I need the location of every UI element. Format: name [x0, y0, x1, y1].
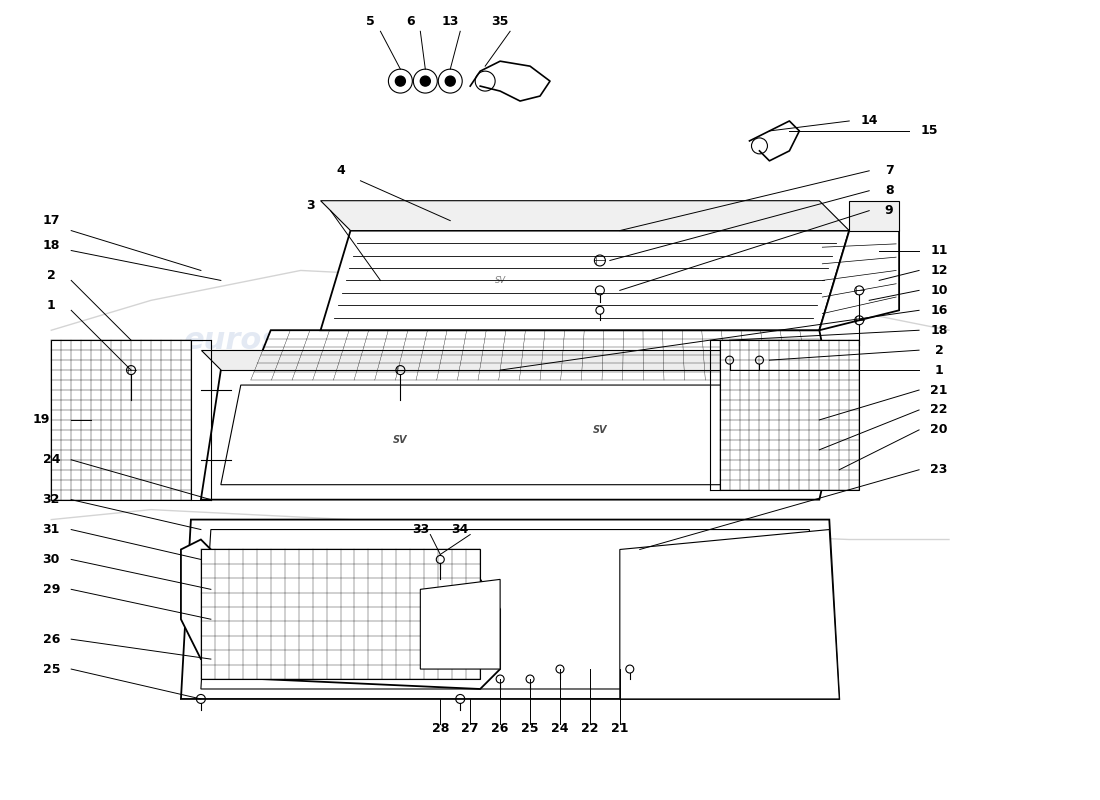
Text: eurospares: eurospares	[185, 605, 377, 634]
Text: eurospares: eurospares	[624, 605, 816, 634]
Text: 12: 12	[931, 264, 948, 277]
Text: 22: 22	[931, 403, 948, 417]
Text: 23: 23	[931, 463, 948, 476]
Text: 6: 6	[406, 15, 415, 28]
Text: eurospares: eurospares	[185, 326, 377, 354]
Text: SV: SV	[495, 276, 506, 285]
Polygon shape	[320, 230, 849, 330]
Text: 24: 24	[43, 454, 60, 466]
Text: 31: 31	[43, 523, 60, 536]
Text: 20: 20	[931, 423, 948, 436]
Polygon shape	[251, 330, 829, 380]
Text: 5: 5	[366, 15, 375, 28]
Text: 26: 26	[492, 722, 509, 735]
Text: 29: 29	[43, 583, 60, 596]
Polygon shape	[420, 579, 500, 669]
Text: 8: 8	[884, 184, 893, 198]
Text: 32: 32	[43, 493, 60, 506]
Bar	[201, 550, 481, 679]
Text: SV: SV	[593, 425, 607, 435]
Text: 13: 13	[441, 15, 459, 28]
Text: 21: 21	[612, 722, 628, 735]
Polygon shape	[180, 539, 500, 689]
Text: 1: 1	[935, 364, 944, 377]
Text: 25: 25	[43, 662, 60, 675]
Text: 11: 11	[931, 244, 948, 257]
Text: 10: 10	[931, 284, 948, 297]
Polygon shape	[180, 519, 839, 699]
Text: 34: 34	[451, 523, 469, 536]
Text: 33: 33	[411, 523, 429, 536]
Polygon shape	[320, 201, 849, 230]
Text: 19: 19	[33, 414, 50, 426]
Text: 27: 27	[462, 722, 478, 735]
Text: 21: 21	[931, 383, 948, 397]
Text: 24: 24	[551, 722, 569, 735]
Text: eurospares: eurospares	[624, 326, 816, 354]
Bar	[719, 340, 859, 490]
Polygon shape	[201, 530, 820, 689]
Text: 7: 7	[884, 164, 893, 178]
Text: 3: 3	[306, 199, 315, 212]
Polygon shape	[201, 370, 849, 500]
Circle shape	[446, 76, 455, 86]
Polygon shape	[820, 230, 899, 330]
Text: 35: 35	[492, 15, 509, 28]
Circle shape	[395, 76, 406, 86]
Polygon shape	[201, 350, 849, 370]
Text: 4: 4	[337, 164, 345, 178]
Text: 16: 16	[931, 304, 948, 317]
Text: 17: 17	[43, 214, 60, 227]
Text: 28: 28	[431, 722, 449, 735]
Text: 14: 14	[860, 114, 878, 127]
Polygon shape	[221, 385, 829, 485]
Text: 18: 18	[43, 239, 60, 252]
Text: SV: SV	[393, 435, 408, 445]
Bar	[52, 340, 191, 500]
Polygon shape	[849, 201, 899, 230]
Text: 18: 18	[931, 324, 948, 337]
Text: 22: 22	[581, 722, 598, 735]
Text: 30: 30	[43, 553, 60, 566]
Text: 9: 9	[884, 204, 893, 217]
Text: 1: 1	[47, 299, 56, 312]
Text: 25: 25	[521, 722, 539, 735]
Circle shape	[420, 76, 430, 86]
Text: 2: 2	[47, 269, 56, 282]
Polygon shape	[619, 530, 839, 699]
Text: 26: 26	[43, 633, 60, 646]
Text: 15: 15	[921, 125, 938, 138]
Text: 2: 2	[935, 344, 944, 357]
